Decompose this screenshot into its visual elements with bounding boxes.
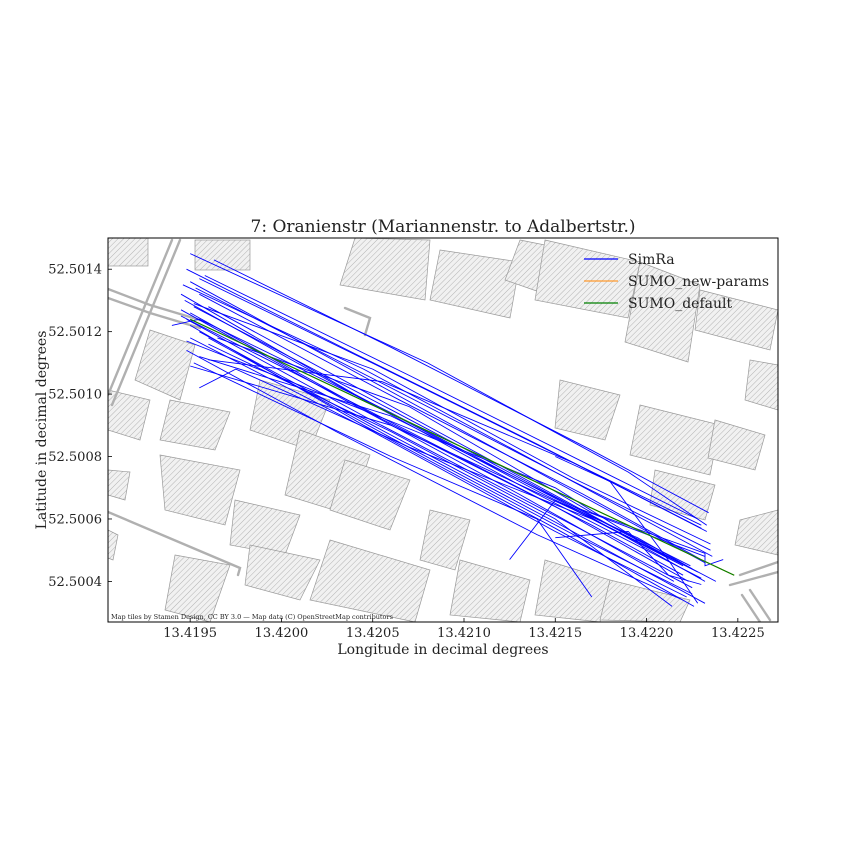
x-tick-label-2: 13.4205 xyxy=(346,626,400,641)
series-0-track-33 xyxy=(217,337,724,567)
y-tick-label-3: 52.5010 xyxy=(48,388,102,403)
roads xyxy=(108,238,778,622)
series-0-track-7 xyxy=(189,312,684,576)
series-0-track-27 xyxy=(199,278,708,532)
y-tick-label-2: 52.5008 xyxy=(48,450,102,465)
series-0-track-10 xyxy=(204,275,698,520)
x-tick-label-1: 13.4200 xyxy=(255,626,309,641)
plot-frame xyxy=(107,237,779,623)
legend: SimRa SUMO_new-params SUMO_default xyxy=(584,252,769,312)
y-tick-label-5: 52.5014 xyxy=(48,263,102,278)
legend-label-2: SUMO_default xyxy=(628,296,732,312)
legend-label-1: SUMO_new-params xyxy=(628,274,769,290)
x-tick-label-6: 13.4225 xyxy=(711,626,765,641)
y-tick-label-0: 52.5004 xyxy=(48,575,102,590)
series-0-track-25 xyxy=(213,259,709,514)
series-0-track-9 xyxy=(195,287,711,551)
series-0-track-6 xyxy=(184,300,702,579)
series-0-track-3 xyxy=(186,318,693,589)
series-2 xyxy=(189,318,735,576)
series-0-track-20 xyxy=(199,356,706,557)
plot-area xyxy=(108,238,778,622)
x-tick-label-0: 13.4195 xyxy=(163,626,217,641)
x-tick-label-3: 13.4210 xyxy=(437,626,491,641)
series-0-track-11 xyxy=(189,325,695,607)
x-axis-label: Longitude in decimal degrees xyxy=(337,642,548,658)
map-tiles xyxy=(108,238,778,622)
series-0-track-30 xyxy=(555,531,702,585)
chart-title: 7: Oranienstr (Mariannenstr. to Adalbert… xyxy=(251,217,636,237)
x-tick-label-4: 13.4215 xyxy=(528,626,582,641)
series-0-track-34 xyxy=(182,284,713,557)
series-0-track-24 xyxy=(193,303,711,545)
series-0-track-12 xyxy=(180,309,675,582)
series-0-track-28 xyxy=(208,343,673,607)
series-0-track-23 xyxy=(208,359,702,526)
series-2-track-0 xyxy=(189,318,735,576)
series-0 xyxy=(171,253,724,607)
x-tick-label-5: 13.4220 xyxy=(620,626,674,641)
series-layer xyxy=(171,253,735,607)
x-axis: 13.4195 13.4200 13.4205 13.4210 13.4215 13.42… xyxy=(163,618,765,641)
map-attribution: Map tiles by Stamen Design, CC BY 3.0 — … xyxy=(111,613,393,621)
legend-label-0: SimRa xyxy=(628,252,675,268)
series-0-track-26 xyxy=(186,350,684,601)
series-0-track-13 xyxy=(199,293,702,560)
series-0-track-19 xyxy=(193,362,593,598)
y-axis: 52.5004 52.5006 52.5008 52.5010 52.5012 52.50… xyxy=(48,263,112,590)
series-0-track-15 xyxy=(189,337,687,598)
series-0-track-31 xyxy=(509,499,693,570)
series-0-track-32 xyxy=(555,456,699,604)
buildings xyxy=(108,238,778,622)
series-0-track-29 xyxy=(190,365,693,570)
y-tick-label-1: 52.5006 xyxy=(48,512,102,527)
y-tick-label-4: 52.5012 xyxy=(48,325,102,340)
y-axis-label: Latitude in decimal degrees xyxy=(34,331,50,530)
series-0-track-22 xyxy=(199,368,684,567)
